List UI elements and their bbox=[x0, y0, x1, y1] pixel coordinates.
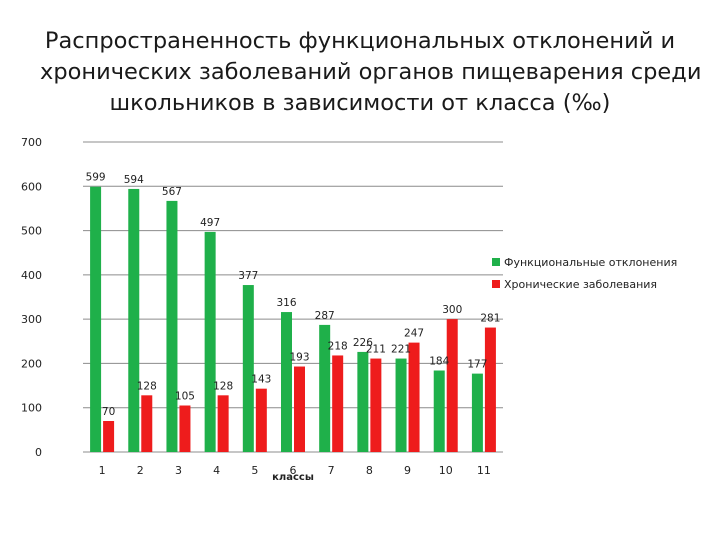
legend-label-2: Хронические заболевания bbox=[504, 278, 657, 291]
y-tick-label: 300 bbox=[21, 313, 42, 326]
data-label: 594 bbox=[124, 174, 144, 186]
y-tick-label: 0 bbox=[35, 446, 42, 459]
bar-series-2 bbox=[370, 358, 382, 452]
legend: Функциональные отклонения Хронические заб… bbox=[492, 256, 677, 291]
y-tick-label: 700 bbox=[21, 136, 42, 149]
x-axis-ticks: 1 2 3 4 5 6 7 8 9 10 11 bbox=[99, 464, 491, 477]
slide-title: Распространенность функциональных отклон… bbox=[40, 26, 702, 119]
y-tick-label: 600 bbox=[21, 180, 42, 193]
data-label: 218 bbox=[328, 340, 348, 352]
data-label: 193 bbox=[289, 352, 309, 364]
data-label: 281 bbox=[480, 313, 500, 325]
x-tick-label: 1 bbox=[99, 464, 106, 477]
bar-series-1 bbox=[281, 312, 292, 452]
x-tick-label: 8 bbox=[366, 464, 373, 477]
data-label: 105 bbox=[175, 391, 195, 403]
data-labels: 599 70 594 128 567 105 497 128 377 143 316 193 287 21… bbox=[86, 172, 501, 418]
x-tick-label: 9 bbox=[404, 464, 411, 477]
data-label: 184 bbox=[429, 356, 449, 368]
x-tick-label: 11 bbox=[477, 464, 491, 477]
x-tick-label: 10 bbox=[439, 464, 453, 477]
bar-series-1 bbox=[357, 351, 369, 452]
bar-series-2 bbox=[217, 395, 229, 452]
data-label: 497 bbox=[200, 217, 220, 229]
data-label: 226 bbox=[353, 337, 373, 349]
bar-series-1 bbox=[395, 358, 407, 452]
data-label: 247 bbox=[404, 328, 424, 340]
y-axis-ticks: 0 100 200 300 400 500 600 700 bbox=[21, 136, 42, 459]
bar-series-1 bbox=[128, 188, 140, 452]
x-tick-label: 6 bbox=[290, 464, 297, 477]
x-tick-label: 7 bbox=[328, 464, 335, 477]
bar-series-2 bbox=[446, 319, 458, 452]
title-line-3: школьников в зависимости от класса (‰) bbox=[109, 90, 611, 116]
title-line-2: хронических заболеваний органов пищеваре… bbox=[40, 59, 702, 85]
x-tick-label: 2 bbox=[137, 464, 144, 477]
data-label: 377 bbox=[238, 270, 258, 282]
bar-series-1 bbox=[204, 231, 216, 452]
bar-series-2 bbox=[141, 395, 153, 452]
bar-series-1 bbox=[242, 285, 254, 452]
data-label: 211 bbox=[366, 344, 386, 356]
data-label: 567 bbox=[162, 186, 182, 198]
x-tick-label: 3 bbox=[175, 464, 182, 477]
bar-series-2 bbox=[408, 342, 420, 452]
data-label: 300 bbox=[442, 304, 462, 316]
legend-label-1: Функциональные отклонения bbox=[504, 256, 677, 269]
bar-series-2 bbox=[255, 388, 267, 452]
bar-series-1 bbox=[433, 370, 445, 452]
data-label: 128 bbox=[137, 380, 157, 392]
legend-swatch-1 bbox=[492, 258, 500, 266]
data-label: 599 bbox=[86, 172, 106, 184]
bar-series-2 bbox=[294, 366, 305, 452]
bar-series-2 bbox=[103, 421, 115, 452]
data-label: 177 bbox=[467, 359, 487, 371]
x-tick-label: 5 bbox=[251, 464, 258, 477]
bar-series-1 bbox=[90, 186, 102, 452]
bar-series-1 bbox=[319, 324, 331, 452]
data-label: 143 bbox=[251, 374, 271, 386]
x-tick-label: 4 bbox=[213, 464, 220, 477]
data-label: 316 bbox=[276, 297, 296, 309]
x-axis-title: классы bbox=[272, 472, 314, 483]
y-tick-label: 500 bbox=[21, 225, 42, 238]
gridlines bbox=[83, 141, 503, 453]
data-label: 287 bbox=[315, 310, 335, 322]
y-tick-label: 400 bbox=[21, 269, 42, 282]
bar-series-1 bbox=[471, 373, 483, 452]
data-label: 221 bbox=[391, 344, 411, 356]
y-tick-label: 200 bbox=[21, 357, 42, 370]
data-label: 128 bbox=[213, 380, 233, 392]
bar-series-1 bbox=[166, 200, 178, 452]
bar-series-2 bbox=[332, 355, 344, 452]
data-label: 70 bbox=[102, 406, 115, 418]
legend-swatch-2 bbox=[492, 280, 500, 288]
y-tick-label: 100 bbox=[21, 402, 42, 415]
bar-series-2 bbox=[484, 327, 496, 452]
title-line-1: Распространенность функциональных отклон… bbox=[44, 28, 676, 54]
bars bbox=[90, 186, 496, 452]
bar-series-2 bbox=[179, 405, 191, 452]
